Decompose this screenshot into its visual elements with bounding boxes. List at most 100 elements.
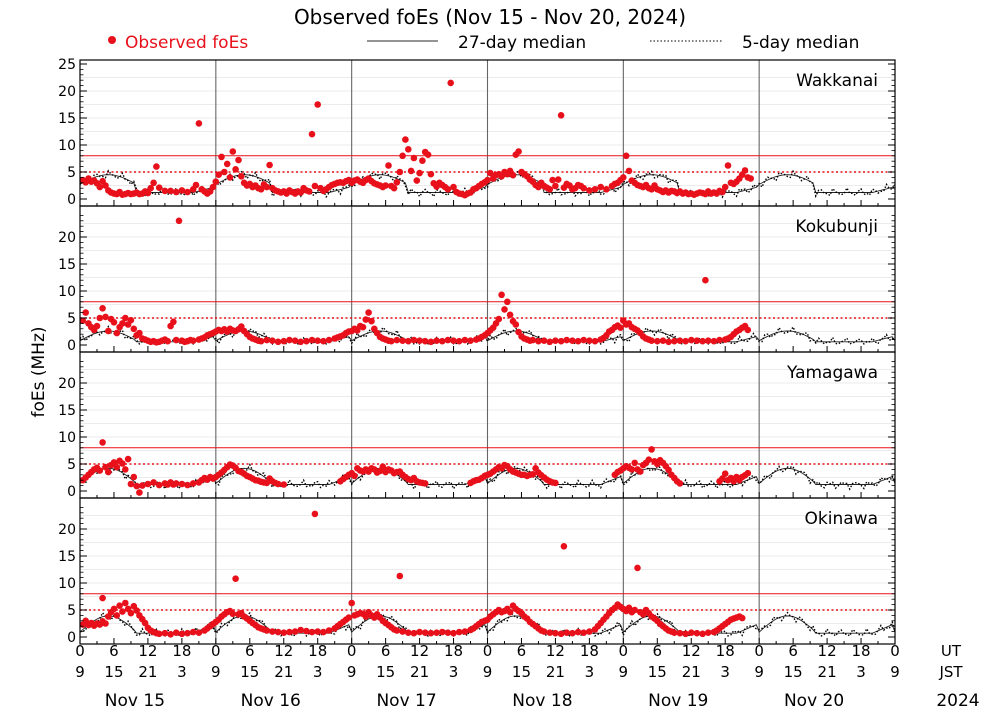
y-tick-label: 5: [67, 165, 76, 181]
observed-point: [719, 188, 726, 196]
x-tick-label-jst: 9: [75, 663, 85, 681]
observed-point: [127, 609, 135, 617]
observed-point: [96, 183, 104, 191]
observed-point: [682, 630, 689, 638]
observed-point: [136, 489, 143, 496]
observed-point: [325, 627, 333, 634]
observed-point: [280, 481, 288, 488]
y-tick-label: 0: [67, 192, 76, 208]
observed-point: [421, 337, 429, 345]
observed-point: [362, 316, 370, 323]
jst-label: JST: [938, 663, 963, 681]
observed-point: [308, 336, 316, 344]
observed-point: [263, 336, 271, 344]
observed-point: [574, 337, 582, 345]
observed-point: [447, 79, 455, 87]
legend-median5-label: 5-day median: [742, 33, 859, 53]
observed-point: [688, 336, 695, 344]
x-tick-label-ut: 12: [138, 642, 157, 660]
x-tick-label-ut: 6: [653, 642, 663, 660]
observed-point: [569, 629, 576, 637]
x-tick-label-ut: 12: [818, 642, 837, 660]
observed-point: [257, 186, 265, 193]
observed-point: [659, 337, 667, 345]
observed-point: [297, 626, 305, 634]
observed-point: [238, 173, 245, 180]
x-tick-label-jst: 3: [856, 663, 866, 681]
observed-point: [280, 337, 288, 345]
observed-point: [438, 628, 446, 636]
observed-point: [634, 564, 641, 572]
observed-point: [744, 469, 752, 477]
observed-point: [320, 337, 327, 345]
observed-point: [308, 130, 316, 138]
observed-point: [540, 337, 548, 345]
x-tick-label-jst: 3: [585, 663, 595, 681]
observed-point: [311, 182, 319, 190]
observed-point: [688, 629, 695, 636]
observed-point: [291, 337, 299, 345]
observed-point: [122, 466, 129, 473]
y-tick-label: 20: [58, 230, 76, 246]
observed-point: [153, 163, 160, 170]
observed-point: [189, 337, 197, 345]
observed-point: [631, 606, 638, 614]
observed-point: [359, 323, 367, 331]
observed-point: [461, 336, 469, 344]
x-tick-label-ut: 12: [274, 642, 293, 660]
observed-point: [96, 314, 104, 322]
observed-point: [150, 179, 157, 187]
observed-point: [263, 627, 271, 634]
observed-point: [127, 316, 135, 324]
observed-point: [427, 338, 435, 346]
observed-point: [450, 337, 457, 345]
x-axis: 0 6 12 18 9 15 21 3 Nov 15 0 6 12 18 9 15 21 3 Nov 16 0 6 12…: [75, 642, 900, 711]
observed-point: [719, 475, 726, 482]
observed-point: [232, 575, 239, 582]
observed-point: [269, 628, 276, 635]
observed-point: [506, 311, 514, 319]
observed-point: [269, 337, 276, 345]
day-label: Nov 18: [512, 691, 572, 711]
y-tick-label: 0: [67, 630, 76, 646]
observed-point: [721, 183, 729, 191]
observed-point: [178, 480, 186, 488]
x-tick-label-jst: 9: [619, 663, 629, 681]
x-tick-label-ut: 18: [716, 642, 735, 660]
observed-point: [147, 184, 154, 192]
observed-point: [416, 169, 423, 177]
observed-point: [161, 187, 169, 195]
observed-point: [368, 317, 375, 325]
observed-point: [286, 336, 293, 344]
observed-point: [515, 148, 522, 155]
observed-point: [161, 629, 169, 637]
x-tick-label-ut: 12: [410, 642, 429, 660]
observed-point: [560, 543, 568, 550]
x-tick-label-jst: 21: [274, 663, 293, 681]
observed-point: [529, 471, 537, 478]
x-tick-label-jst: 15: [240, 663, 259, 681]
observed-point: [504, 298, 511, 306]
y-axis-label: foEs (MHz): [29, 326, 49, 417]
observed-point: [586, 337, 593, 345]
median5-line: [79, 169, 896, 199]
observed-point: [738, 614, 746, 622]
y-tick-label: 10: [58, 284, 76, 300]
observed-point: [119, 320, 126, 327]
observed-point: [119, 608, 126, 615]
x-tick-label-jst: 15: [512, 663, 531, 681]
x-tick-label-ut: 18: [580, 642, 599, 660]
observed-point: [654, 337, 661, 345]
observed-point: [416, 337, 423, 345]
y-tick-label: 10: [58, 138, 76, 154]
x-tick-label-jst: 9: [483, 663, 493, 681]
x-tick-label-ut: 0: [890, 642, 900, 660]
observed-point: [130, 325, 138, 333]
observed-point: [257, 337, 265, 345]
observed-point: [580, 336, 587, 344]
observed-point: [693, 337, 701, 345]
observed-point: [221, 168, 228, 176]
y-tick-label: 15: [58, 403, 76, 419]
observed-point: [133, 482, 140, 490]
observed-point: [79, 317, 87, 325]
